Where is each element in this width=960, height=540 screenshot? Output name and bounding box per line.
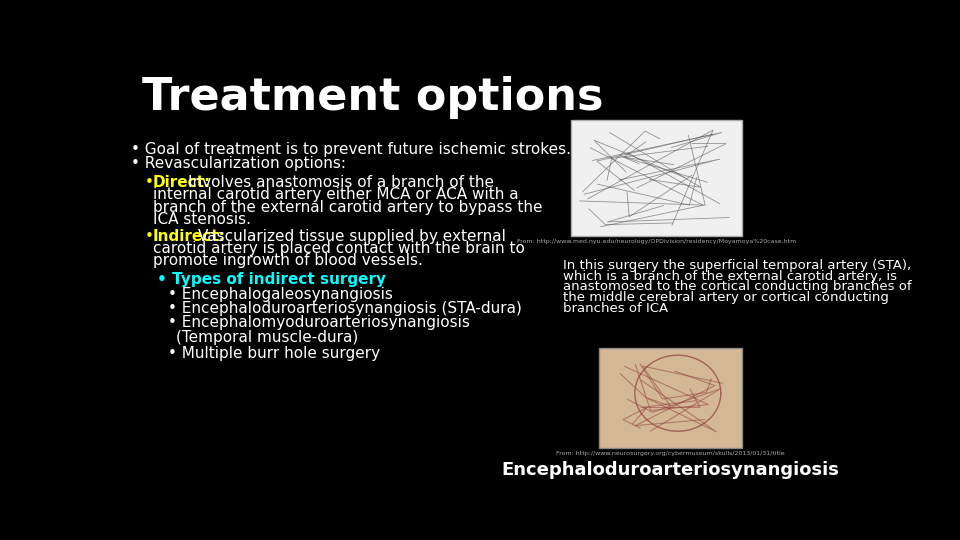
Text: •: •: [145, 175, 154, 190]
Text: anastomosed to the cortical conducting branches of: anastomosed to the cortical conducting b…: [564, 280, 912, 293]
FancyBboxPatch shape: [599, 348, 742, 448]
Text: • Revascularization options:: • Revascularization options:: [131, 156, 346, 171]
Text: From: http://www.med.nyu.edu/neurology/OPDivision/residency/Moyamoya%20case.htm: From: http://www.med.nyu.edu/neurology/O…: [516, 239, 796, 244]
Text: • Multiple burr hole surgery: • Multiple burr hole surgery: [168, 346, 380, 361]
Text: • Types of indirect surgery: • Types of indirect surgery: [157, 272, 386, 287]
Text: ICA stenosis.: ICA stenosis.: [153, 212, 251, 227]
Text: Encephaloduroarteriosynangiosis: Encephaloduroarteriosynangiosis: [502, 461, 840, 478]
Text: internal carotid artery either MCA or ACA with a: internal carotid artery either MCA or AC…: [153, 187, 518, 202]
Text: •: •: [145, 229, 154, 244]
Text: carotid artery is placed contact with the brain to: carotid artery is placed contact with th…: [153, 241, 524, 256]
Text: From: http://www.neurosurgery.org/cybermuseum/skulls/2013/01/31/title: From: http://www.neurosurgery.org/cyberm…: [557, 450, 785, 456]
Text: Vascularized tissue supplied by external: Vascularized tissue supplied by external: [198, 229, 505, 244]
Text: Involves anastomosis of a branch of the: Involves anastomosis of a branch of the: [188, 175, 494, 190]
Text: the middle cerebral artery or cortical conducting: the middle cerebral artery or cortical c…: [564, 291, 889, 304]
Text: (Temporal muscle-dura): (Temporal muscle-dura): [176, 330, 358, 346]
Text: In this surgery the superficial temporal artery (STA),: In this surgery the superficial temporal…: [564, 259, 911, 272]
Text: • Encephalomyoduroarteriosynangiosis: • Encephalomyoduroarteriosynangiosis: [168, 315, 470, 330]
Text: Indirect:: Indirect:: [153, 229, 226, 244]
Text: branches of ICA: branches of ICA: [564, 302, 668, 315]
Text: branch of the external carotid artery to bypass the: branch of the external carotid artery to…: [153, 200, 542, 214]
Text: Direct:: Direct:: [153, 175, 211, 190]
Text: • Encephaloduroarteriosynangiosis (STA-dura): • Encephaloduroarteriosynangiosis (STA-d…: [168, 301, 522, 316]
Text: which is a branch of the external carotid artery, is: which is a branch of the external caroti…: [564, 269, 898, 282]
Text: promote ingrowth of blood vessels.: promote ingrowth of blood vessels.: [153, 253, 422, 268]
Text: • Goal of treatment is to prevent future ischemic strokes.: • Goal of treatment is to prevent future…: [131, 142, 571, 157]
Text: • Encephalogaleosynangiosis: • Encephalogaleosynangiosis: [168, 287, 393, 302]
FancyBboxPatch shape: [571, 120, 741, 236]
Text: Treatment options: Treatment options: [142, 76, 603, 119]
